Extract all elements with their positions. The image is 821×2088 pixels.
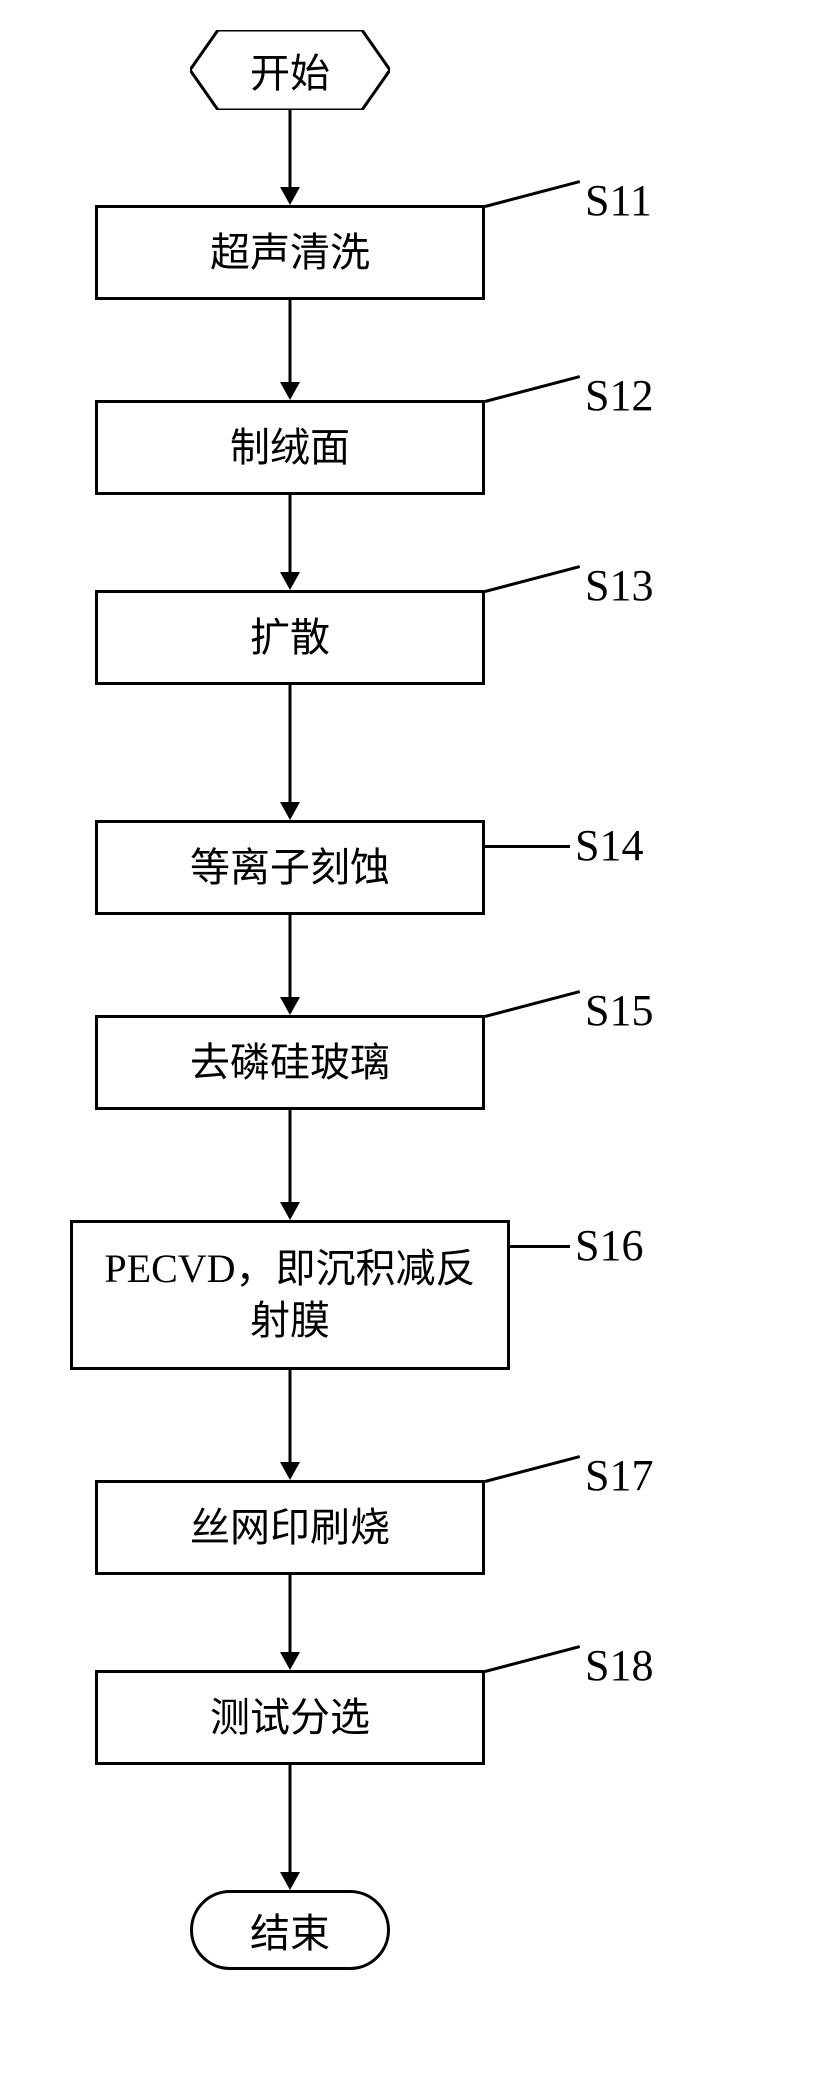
label-connector-3	[485, 845, 570, 848]
label-connector-5	[510, 1245, 570, 1248]
process-step-3: 等离子刻蚀	[95, 820, 485, 915]
process-step-text-0: 超声清洗	[210, 227, 370, 279]
process-step-2: 扩散	[95, 590, 485, 685]
process-step-text-7: 测试分选	[210, 1692, 370, 1744]
end-label: 结束	[250, 1901, 330, 1959]
process-step-text-2: 扩散	[250, 612, 330, 664]
end-node: 结束	[190, 1890, 390, 1970]
start-label: 开始	[250, 41, 330, 99]
label-connector-0	[485, 180, 581, 208]
process-step-text-3: 等离子刻蚀	[190, 842, 390, 894]
process-step-5: PECVD，即沉积减反射膜	[70, 1220, 510, 1370]
process-step-7: 测试分选	[95, 1670, 485, 1765]
process-step-1: 制绒面	[95, 400, 485, 495]
arrow-8	[275, 1765, 305, 1890]
step-label-0: S11	[585, 175, 652, 226]
arrow-4	[275, 915, 305, 1015]
label-connector-2	[485, 565, 581, 593]
label-connector-1	[485, 375, 581, 403]
arrow-0	[275, 110, 305, 205]
step-label-3: S14	[575, 820, 643, 871]
label-connector-7	[485, 1645, 581, 1673]
arrow-5	[275, 1110, 305, 1220]
step-label-5: S16	[575, 1220, 643, 1271]
process-step-text-5: PECVD，即沉积减反射膜	[97, 1243, 483, 1347]
process-step-6: 丝网印刷烧	[95, 1480, 485, 1575]
step-label-6: S17	[585, 1450, 653, 1501]
label-connector-4	[485, 990, 581, 1018]
step-label-2: S13	[585, 560, 653, 611]
process-step-4: 去磷硅玻璃	[95, 1015, 485, 1110]
process-step-text-1: 制绒面	[230, 422, 350, 474]
process-step-text-6: 丝网印刷烧	[190, 1502, 390, 1554]
arrow-7	[275, 1575, 305, 1670]
label-connector-6	[485, 1455, 581, 1483]
arrow-2	[275, 495, 305, 590]
arrow-3	[275, 685, 305, 820]
step-label-1: S12	[585, 370, 653, 421]
process-step-0: 超声清洗	[95, 205, 485, 300]
process-step-text-4: 去磷硅玻璃	[190, 1037, 390, 1089]
start-node: 开始	[190, 30, 390, 110]
step-label-4: S15	[585, 985, 653, 1036]
arrow-1	[275, 300, 305, 400]
arrow-6	[275, 1370, 305, 1480]
step-label-7: S18	[585, 1640, 653, 1691]
